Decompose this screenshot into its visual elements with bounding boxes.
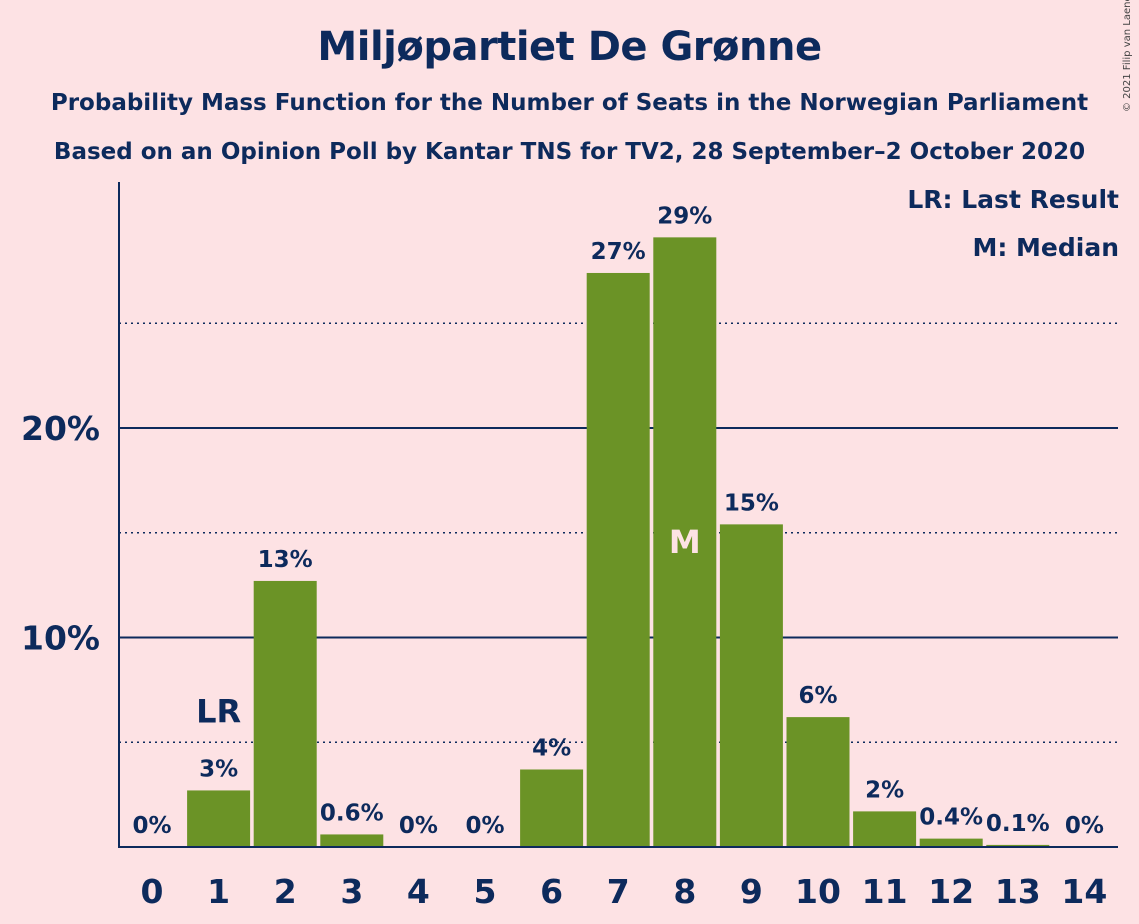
chart-subtitle-1: Probability Mass Function for the Number… (50, 90, 1089, 116)
bar-value-label: 3% (199, 756, 238, 782)
bar (187, 790, 251, 847)
x-tick-label: 9 (740, 872, 763, 911)
chart-title: Miljøpartiet De Grønne (317, 24, 822, 70)
bar (320, 834, 384, 847)
x-tick-label: 11 (862, 872, 908, 911)
x-tick-label: 7 (607, 872, 630, 911)
median-marker: M (669, 523, 701, 561)
bar (653, 237, 717, 848)
bar-value-label: 4% (532, 735, 571, 761)
chart-subtitle-2: Based on an Opinion Poll by Kantar TNS f… (53, 139, 1086, 165)
bar (253, 580, 317, 847)
bar (919, 838, 983, 847)
bar (719, 524, 783, 847)
bar (520, 769, 584, 847)
x-tick-label: 14 (1061, 872, 1107, 911)
x-tick-label: 4 (407, 872, 430, 911)
bar-value-label: 27% (591, 239, 646, 265)
x-tick-label: 1 (207, 872, 230, 911)
last-result-marker: LR (196, 692, 241, 730)
bar (786, 717, 850, 847)
x-tick-label: 10 (795, 872, 841, 911)
bar (586, 272, 650, 848)
x-tick-label: 3 (340, 872, 363, 911)
bar-value-label: 15% (724, 490, 779, 516)
legend-last-result: LR: Last Result (907, 185, 1119, 214)
bar-value-label: 0.6% (320, 800, 384, 826)
bar-value-label: 2% (865, 777, 904, 803)
bar-value-label: 0% (465, 813, 504, 839)
bar (853, 811, 917, 847)
x-tick-label: 13 (995, 872, 1041, 911)
bar-value-label: 13% (258, 547, 313, 573)
x-tick-label: 2 (274, 872, 297, 911)
y-tick-label: 20% (21, 409, 100, 448)
bar-value-label: 0% (1065, 813, 1104, 839)
y-tick-label: 10% (21, 619, 100, 658)
x-tick-label: 8 (673, 872, 696, 911)
x-tick-label: 12 (928, 872, 974, 911)
legend-median: M: Median (972, 233, 1119, 262)
bar-value-label: 0% (132, 813, 171, 839)
x-tick-label: 0 (141, 872, 164, 911)
bar-value-label: 29% (657, 203, 712, 229)
bar-value-label: 6% (798, 683, 837, 709)
x-tick-label: 6 (540, 872, 563, 911)
x-tick-label: 5 (474, 872, 497, 911)
bar-value-label: 0.1% (986, 811, 1050, 837)
bar (986, 844, 1050, 847)
bar-value-label: 0.4% (919, 805, 983, 831)
bar-value-label: 0% (399, 813, 438, 839)
